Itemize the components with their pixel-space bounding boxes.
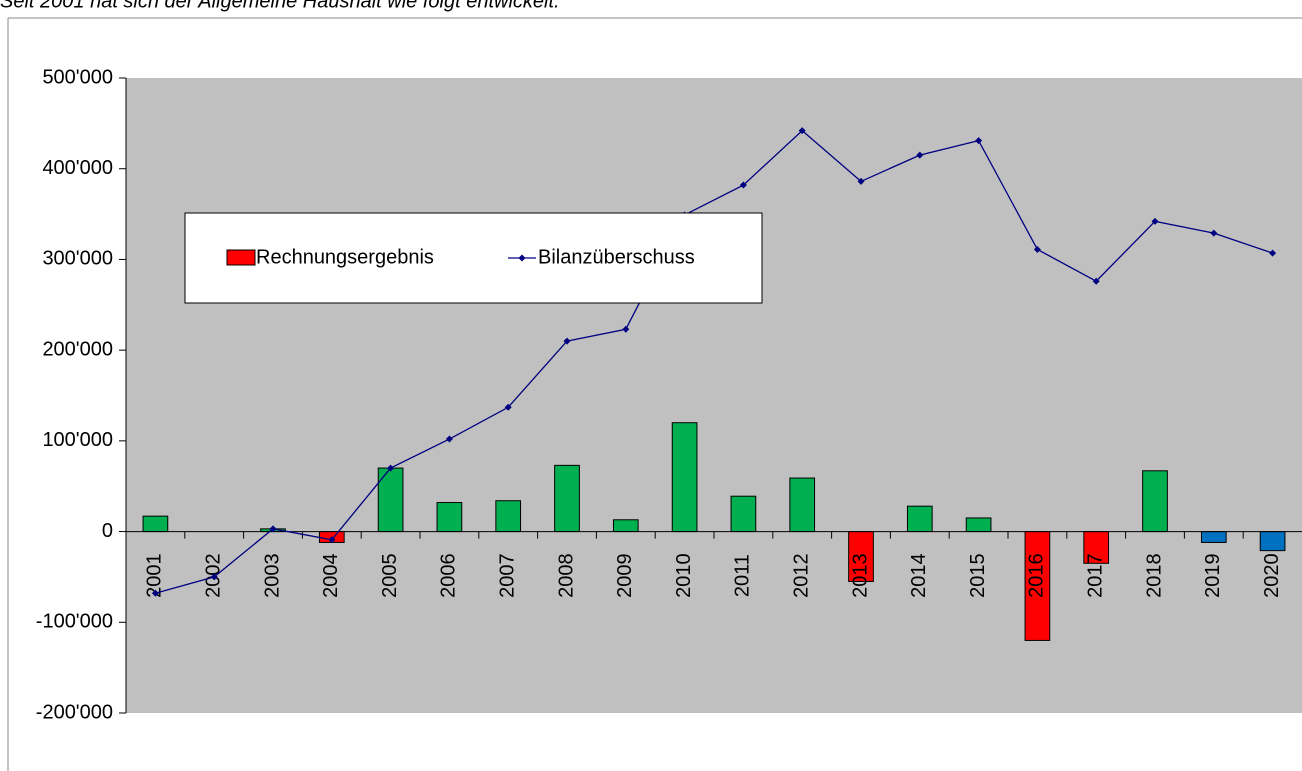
bar xyxy=(1142,470,1168,533)
line-marker xyxy=(269,525,277,533)
line-marker xyxy=(798,127,806,135)
x-tick-label: 2012 xyxy=(790,553,812,598)
x-tick-label: 2009 xyxy=(614,553,636,598)
bar xyxy=(612,519,639,533)
x-tick-label: 2020 xyxy=(1261,553,1283,598)
legend xyxy=(184,212,763,304)
bar xyxy=(1259,531,1286,552)
line-marker xyxy=(151,589,159,597)
bar xyxy=(495,500,522,533)
bar xyxy=(730,495,757,533)
legend-label: Bilanzüberschuss xyxy=(538,246,695,268)
bar xyxy=(965,517,992,533)
bar xyxy=(554,464,580,533)
x-tick-label: 2019 xyxy=(1202,553,1224,598)
y-tick-label: 300'000 xyxy=(42,248,113,270)
y-tick-label: -100'000 xyxy=(36,611,113,633)
x-tick-label: 2006 xyxy=(438,553,460,598)
line-marker xyxy=(916,151,924,159)
y-tick-label: -200'000 xyxy=(36,701,113,723)
x-tick-label: 2013 xyxy=(849,553,871,598)
legend-swatch xyxy=(226,249,256,266)
line-marker xyxy=(622,325,630,333)
bar xyxy=(1024,531,1051,641)
line-marker xyxy=(387,464,395,472)
line-marker xyxy=(563,337,571,345)
x-tick-label: 2011 xyxy=(732,554,754,597)
x-tick-label: 2018 xyxy=(1143,553,1165,598)
line-marker xyxy=(1269,249,1277,257)
line-marker xyxy=(857,177,865,185)
line-marker xyxy=(328,536,336,544)
bar xyxy=(671,422,698,533)
x-tick-label: 2007 xyxy=(496,553,518,598)
x-tick-label: 2014 xyxy=(908,553,930,598)
line-marker xyxy=(1151,217,1159,225)
y-tick-label: 200'000 xyxy=(42,338,113,360)
y-tick-label: 100'000 xyxy=(42,429,113,451)
x-tick-label: 2010 xyxy=(673,553,695,598)
x-tick-label: 2005 xyxy=(379,553,401,598)
bar xyxy=(906,505,933,533)
x-tick-label: 2004 xyxy=(320,553,342,598)
x-tick-label: 2016 xyxy=(1026,553,1048,598)
x-tick-label: 2015 xyxy=(967,553,989,598)
x-tick-label: 2008 xyxy=(555,553,577,598)
line-marker xyxy=(1092,277,1100,285)
y-tick-label: 500'000 xyxy=(42,66,113,88)
line-marker xyxy=(1033,245,1041,253)
bar xyxy=(848,531,874,582)
line-marker xyxy=(1210,229,1218,237)
line-marker xyxy=(445,435,453,443)
line-marker xyxy=(739,181,747,189)
x-tick-label: 2017 xyxy=(1084,553,1106,598)
legend-marker xyxy=(518,254,526,262)
x-tick-label: 2001 xyxy=(144,553,166,598)
plot-area xyxy=(126,78,1302,713)
y-tick-label: 400'000 xyxy=(42,157,113,179)
line-marker xyxy=(504,403,512,411)
y-tick-label: 0 xyxy=(102,520,113,542)
line xyxy=(155,129,1273,594)
x-tick-label: 2003 xyxy=(261,553,283,598)
bar xyxy=(1083,531,1110,564)
bar xyxy=(142,515,169,533)
bar xyxy=(436,502,463,533)
bar xyxy=(1200,531,1227,543)
bar xyxy=(789,477,816,533)
subtitle: Seit 2001 hat sich der Allgemeine Hausha… xyxy=(0,0,560,12)
line-marker xyxy=(975,137,983,145)
line-marker xyxy=(210,573,218,581)
legend-label: Rechnungsergebnis xyxy=(256,246,434,268)
